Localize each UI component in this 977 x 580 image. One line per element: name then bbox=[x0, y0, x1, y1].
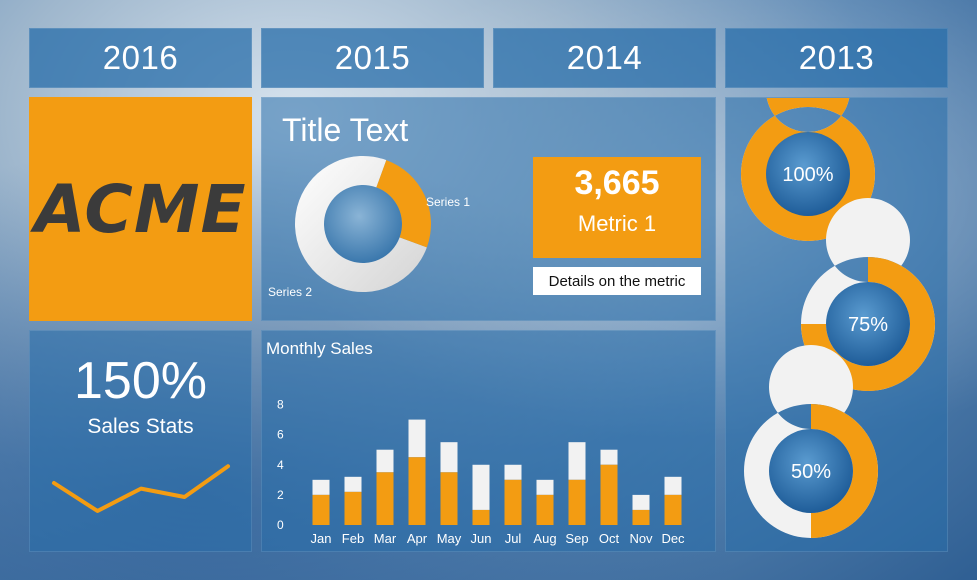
x-tick-label: Feb bbox=[342, 531, 364, 546]
y-tick-label: 6 bbox=[277, 428, 284, 442]
bar-segment-apr-series-2[interactable] bbox=[408, 419, 426, 458]
bar-segment-nov-series-1[interactable] bbox=[632, 509, 650, 525]
bar-segment-may-series-2[interactable] bbox=[440, 442, 458, 473]
bar-segment-oct-series-2[interactable] bbox=[600, 449, 618, 465]
bar-segment-feb-series-2[interactable] bbox=[344, 476, 362, 492]
bar-segment-may-series-1[interactable] bbox=[440, 472, 458, 525]
ring-label: 100% bbox=[782, 164, 833, 186]
donut-slice-series-2[interactable] bbox=[295, 155, 427, 292]
progress-rings: 100% 75% 50% bbox=[741, 98, 935, 538]
year-header-2013[interactable]: 2013 bbox=[725, 28, 948, 88]
bar-segment-aug-series-2[interactable] bbox=[536, 479, 554, 495]
chart-title: Monthly Sales bbox=[266, 339, 373, 358]
x-tick-label: Aug bbox=[533, 531, 556, 546]
monthly-sales-chart: 0 2 4 6 8 Jan Feb Mar Apr May Jun Jul Aug Sep Oct Nov De… bbox=[277, 398, 685, 546]
monthly-sales-panel: Monthly Sales 0 2 4 6 8 Jan Feb Mar Apr May Jun Jul… bbox=[261, 330, 716, 552]
sales-trend-sparkline bbox=[52, 464, 230, 513]
acme-logo: ACME bbox=[34, 170, 247, 248]
metric-card[interactable]: 3,665 Metric 1 bbox=[533, 157, 701, 258]
x-tick-label: Mar bbox=[374, 531, 397, 546]
bar-segment-nov-series-2[interactable] bbox=[632, 494, 650, 510]
bar-segment-feb-series-1[interactable] bbox=[344, 491, 362, 525]
series-donut-chart[interactable]: Series 1 Series 2 bbox=[262, 122, 502, 322]
y-tick-label: 2 bbox=[277, 488, 284, 502]
metric-value: 3,665 bbox=[574, 164, 660, 202]
ring-fill bbox=[811, 404, 878, 538]
metric-details[interactable]: Details on the metric bbox=[533, 267, 701, 295]
bar-segment-aug-series-1[interactable] bbox=[536, 494, 554, 525]
bar-segment-jan-series-1[interactable] bbox=[312, 494, 330, 525]
bar-segment-jul-series-1[interactable] bbox=[504, 479, 522, 525]
bar-segment-mar-series-1[interactable] bbox=[376, 472, 394, 525]
bar-segment-jan-series-2[interactable] bbox=[312, 479, 330, 495]
x-tick-label: Jan bbox=[311, 531, 332, 546]
ring-center bbox=[769, 429, 853, 513]
bar-segment-jun-series-2[interactable] bbox=[472, 464, 490, 510]
donut-center bbox=[324, 185, 402, 263]
year-header-2014[interactable]: 2014 bbox=[493, 28, 716, 88]
donut-label-series-2: Series 2 bbox=[268, 285, 312, 299]
ring-label: 50% bbox=[791, 461, 831, 483]
y-tick-label: 8 bbox=[277, 398, 284, 412]
donut-slice-series-1[interactable] bbox=[376, 160, 431, 248]
x-tick-label: Jun bbox=[471, 531, 492, 546]
donut-label-series-1: Series 1 bbox=[426, 195, 470, 209]
bar-segment-oct-series-1[interactable] bbox=[600, 464, 618, 525]
bar-segment-apr-series-1[interactable] bbox=[408, 457, 426, 525]
sparkline-line bbox=[52, 464, 230, 513]
logo-panel: ACME bbox=[29, 97, 252, 321]
year-header-2016[interactable]: 2016 bbox=[29, 28, 252, 88]
bar-segment-dec-series-1[interactable] bbox=[664, 494, 682, 525]
ring-label: 75% bbox=[848, 314, 888, 336]
sales-stats-panel: 150% Sales Stats bbox=[29, 330, 252, 552]
sales-stats-value: 150% bbox=[74, 352, 207, 410]
title-panel: Title Text Series 1 Series 2 3,665 Metri… bbox=[261, 97, 716, 321]
bar-segment-jul-series-2[interactable] bbox=[504, 464, 522, 480]
bar-segment-sep-series-2[interactable] bbox=[568, 442, 586, 480]
x-tick-label: May bbox=[437, 531, 462, 546]
progress-ring-50-percent[interactable]: 50% bbox=[743, 345, 878, 538]
year-header-2015[interactable]: 2015 bbox=[261, 28, 484, 88]
progress-rings-panel: 100% 75% 50% bbox=[725, 97, 948, 552]
x-tick-label: Sep bbox=[565, 531, 588, 546]
x-tick-label: Dec bbox=[661, 531, 685, 546]
y-tick-label: 4 bbox=[277, 458, 284, 472]
y-tick-label: 0 bbox=[277, 518, 284, 532]
progress-ring-100-percent[interactable]: 100% bbox=[741, 98, 875, 241]
ring-center bbox=[826, 282, 910, 366]
bar-segment-sep-series-1[interactable] bbox=[568, 479, 586, 525]
sales-stats-label: Sales Stats bbox=[87, 415, 194, 438]
metric-label: Metric 1 bbox=[577, 211, 657, 236]
x-tick-label: Oct bbox=[599, 531, 620, 546]
page-title: Title Text bbox=[282, 112, 409, 148]
x-tick-label: Jul bbox=[505, 531, 522, 546]
x-tick-label: Nov bbox=[629, 531, 653, 546]
bar-segment-dec-series-2[interactable] bbox=[664, 476, 682, 495]
x-tick-label: Apr bbox=[407, 531, 428, 546]
bar-segment-jun-series-1[interactable] bbox=[472, 509, 490, 525]
ring-center bbox=[766, 132, 850, 216]
bar-segment-mar-series-2[interactable] bbox=[376, 449, 394, 473]
